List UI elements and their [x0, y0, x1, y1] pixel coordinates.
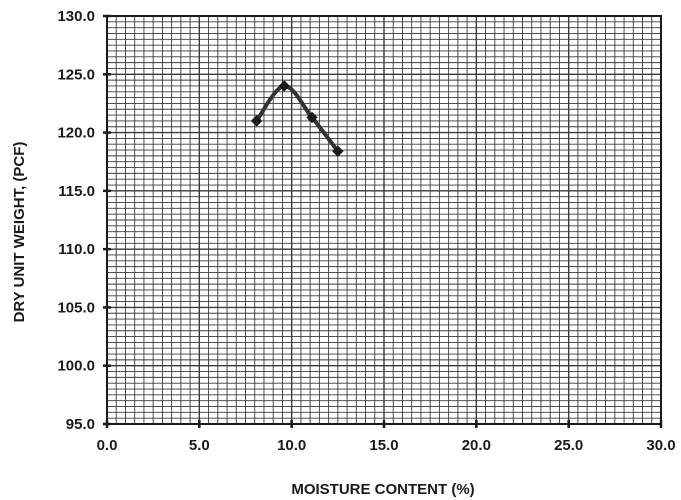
y-tick-labels: 95.0 100.0 105.0 110.0 115.0 120.0 125.0 130.0: [57, 8, 95, 433]
y-tick-label: 130.0: [57, 8, 95, 25]
y-tick-label: 125.0: [57, 66, 95, 83]
data-point-marker: [332, 145, 344, 157]
x-tick-label: 5.0: [189, 437, 210, 454]
data-point-marker: [250, 115, 263, 127]
axes: [103, 14, 663, 428]
x-tick-label: 30.0: [646, 437, 675, 454]
y-tick-label: 95.0: [66, 416, 95, 433]
series-line: [254, 83, 340, 154]
y-tick-label: 115.0: [58, 183, 95, 200]
x-tick-labels: 0.0 5.0 10.0 15.0 20.0 25.0 30.0: [97, 437, 676, 454]
x-tick-label: 25.0: [554, 437, 583, 454]
x-tick-label: 20.0: [462, 437, 491, 454]
y-tick-label: 100.0: [57, 358, 95, 375]
grid: [107, 16, 661, 424]
x-tick-label: 15.0: [369, 437, 398, 454]
data-point-marker: [278, 80, 290, 92]
y-tick-label: 120.0: [57, 125, 95, 142]
series: [250, 80, 344, 157]
y-tick-label: 110.0: [58, 241, 95, 258]
x-axis-title: MOISTURE CONTENT (%): [291, 481, 474, 498]
y-axis-title: DRY UNIT WEIGHT, (PCF): [11, 142, 28, 323]
x-tick-label: 10.0: [277, 437, 306, 454]
x-tick-label: 0.0: [97, 437, 118, 454]
data-point-marker: [306, 111, 318, 124]
y-tick-label: 105.0: [57, 299, 95, 316]
